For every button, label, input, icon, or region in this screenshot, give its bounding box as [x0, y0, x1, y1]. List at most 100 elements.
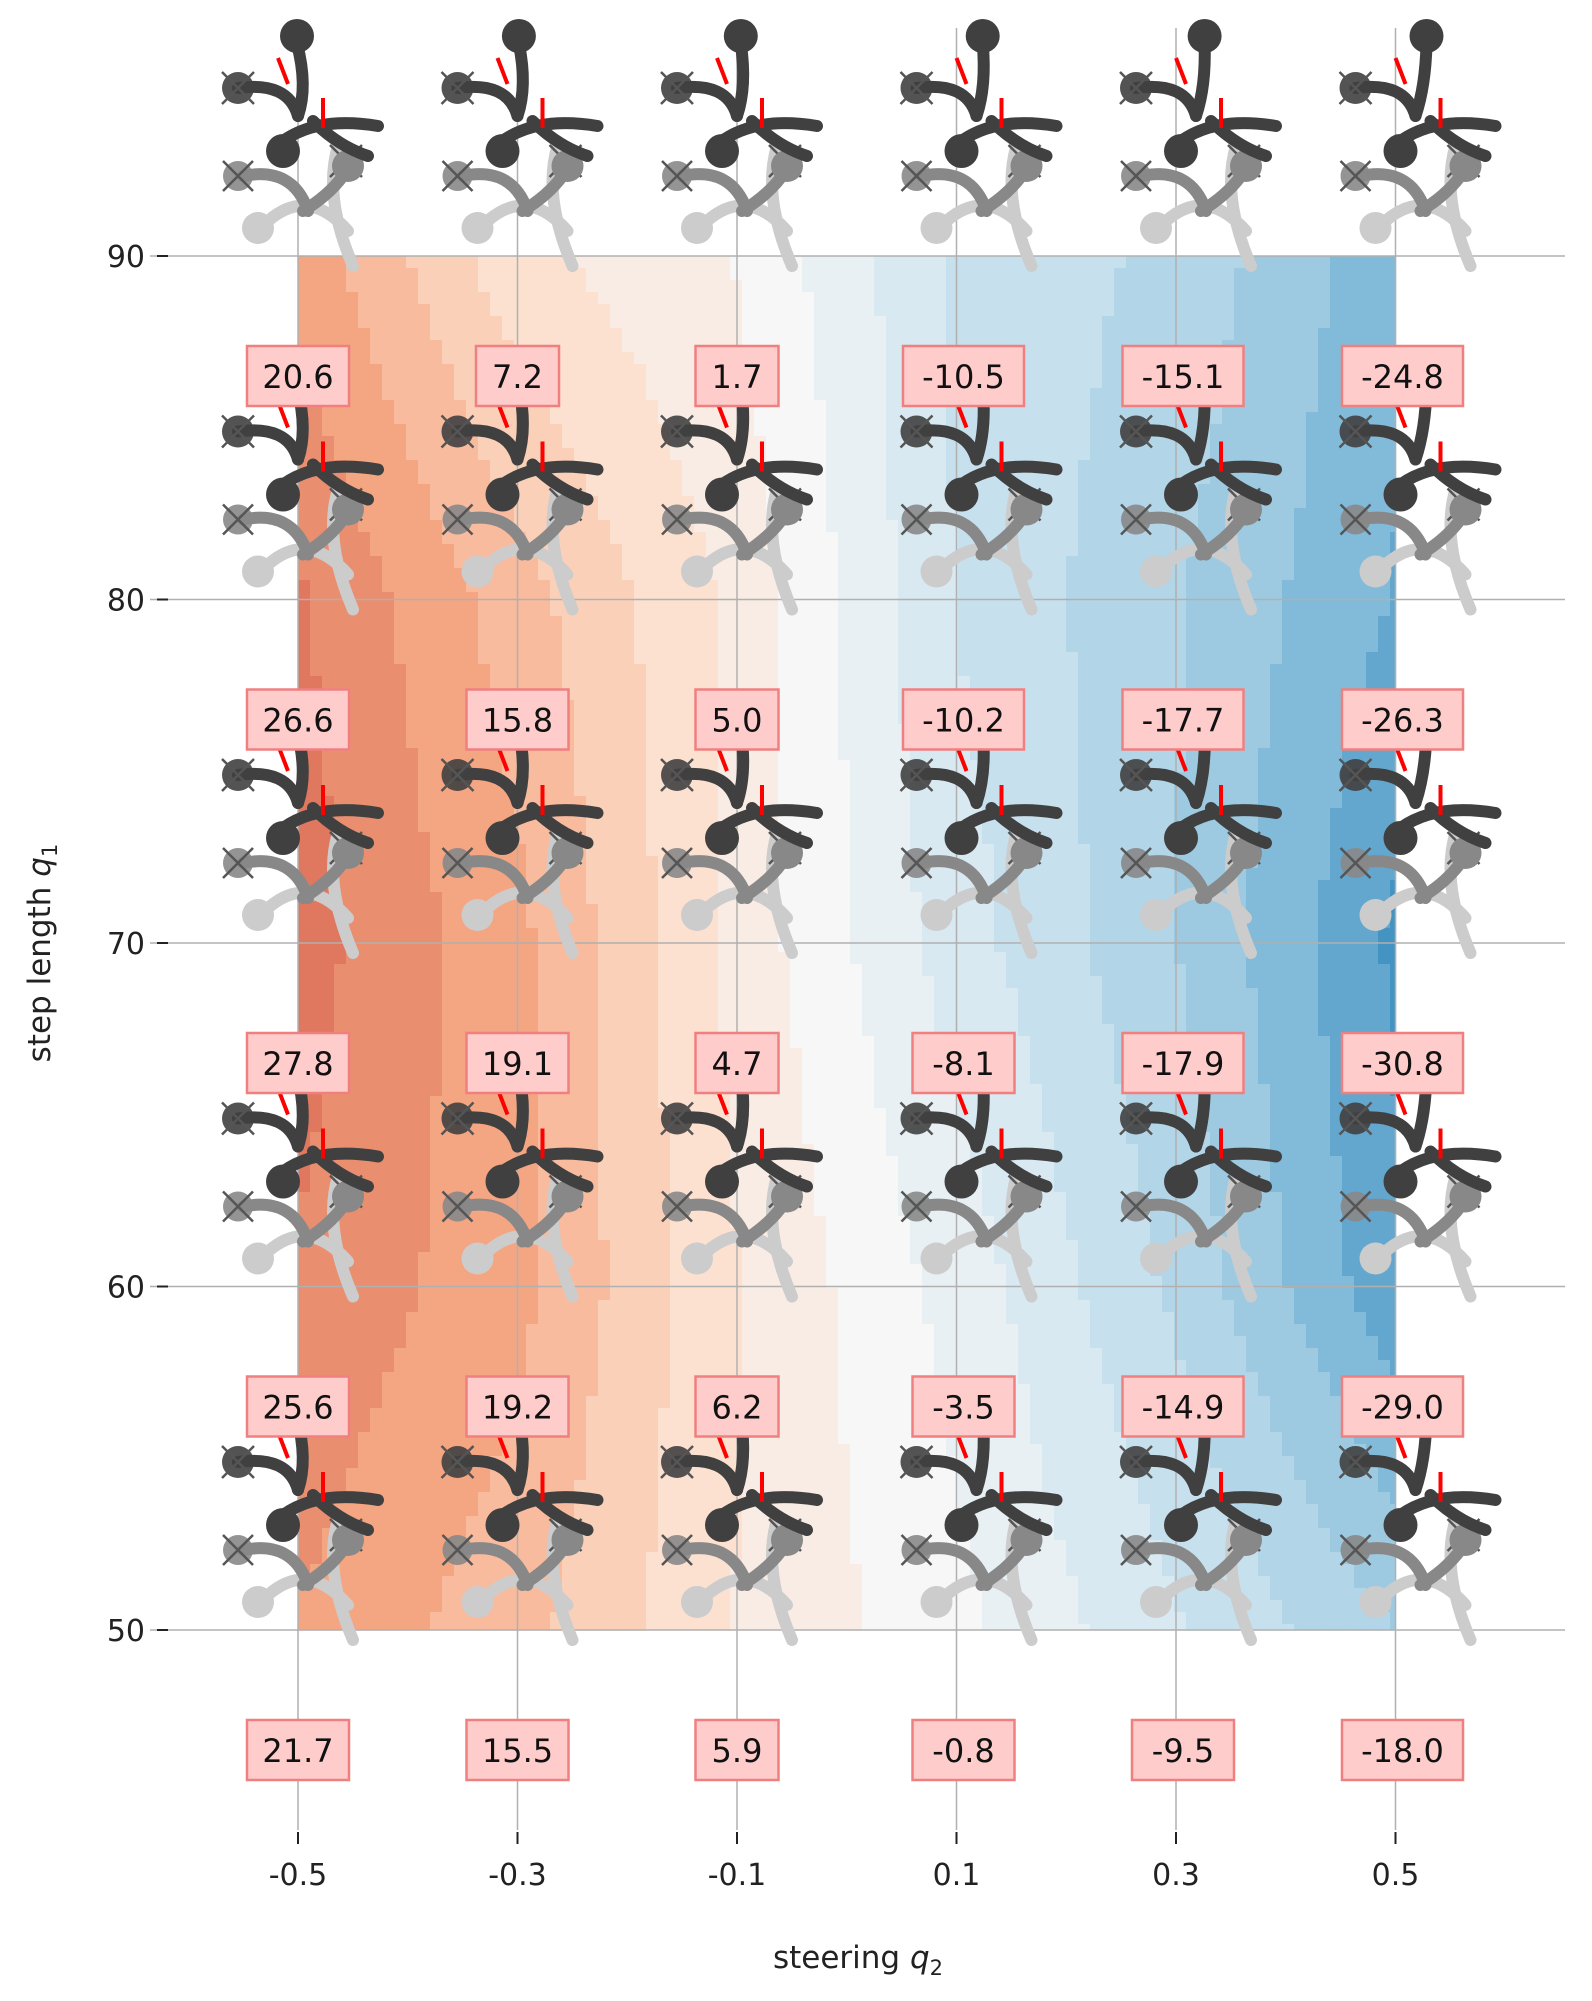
heatmap-cell — [502, 316, 515, 329]
heatmap-cell — [1246, 688, 1259, 701]
heatmap-cell — [1078, 628, 1091, 641]
heatmap-cell — [814, 832, 827, 845]
heatmap-cell — [322, 616, 335, 629]
heatmap-cell — [586, 880, 599, 893]
heatmap-cell — [598, 364, 611, 377]
heatmap-cell — [1030, 688, 1043, 701]
heatmap-cell — [826, 496, 839, 509]
heatmap-cell — [1126, 472, 1139, 485]
heatmap-cell — [706, 640, 719, 653]
heatmap-cell — [970, 856, 983, 869]
heatmap-cell — [1042, 532, 1055, 545]
heatmap-cell — [466, 280, 479, 293]
heatmap-cell — [1114, 676, 1127, 689]
heatmap-cell — [1246, 628, 1259, 641]
heatmap-cell — [1210, 628, 1223, 641]
heatmap-cell — [382, 688, 395, 701]
heatmap-cell — [910, 472, 923, 485]
heatmap-cell — [1150, 640, 1163, 653]
heatmap-cell — [742, 496, 755, 509]
heatmap-cell — [310, 760, 323, 773]
heatmap-cell — [754, 424, 767, 437]
heatmap-cell — [1090, 844, 1103, 857]
heatmap-cell — [1366, 664, 1379, 677]
heatmap-cell — [982, 640, 995, 653]
heatmap-cell — [1078, 400, 1091, 413]
heatmap-cell — [838, 592, 851, 605]
heatmap-cell — [634, 436, 647, 449]
heatmap-cell — [814, 568, 827, 581]
heatmap-cell — [1018, 652, 1031, 665]
heatmap-cell — [1390, 616, 1397, 629]
heatmap-cell — [850, 784, 863, 797]
heatmap-cell — [790, 316, 803, 329]
heatmap-cell — [1330, 412, 1343, 425]
heatmap-cell — [910, 556, 923, 569]
heatmap-cell — [1318, 544, 1331, 557]
heatmap-cell — [982, 508, 995, 521]
heatmap-cell — [682, 604, 695, 617]
heatmap-cell — [466, 448, 479, 461]
heatmap-cell — [502, 664, 515, 677]
heatmap-cell — [1078, 880, 1091, 893]
heatmap-cell — [1222, 784, 1235, 797]
heatmap-cell — [1138, 532, 1151, 545]
heatmap-cell — [1318, 892, 1331, 905]
heatmap-cell — [1210, 484, 1223, 497]
heatmap-cell — [1090, 724, 1103, 737]
heatmap-cell — [526, 292, 539, 305]
heatmap-cell — [1162, 664, 1175, 677]
heatmap-cell — [874, 664, 887, 677]
heatmap-cell — [862, 352, 875, 365]
heatmap-cell — [1390, 784, 1397, 797]
heatmap-cell — [1306, 616, 1319, 629]
heatmap-cell — [430, 568, 443, 581]
heatmap-cell — [370, 580, 383, 593]
heatmap-cell — [1342, 640, 1355, 653]
heatmap-cell — [970, 676, 983, 689]
heatmap-cell — [1378, 784, 1391, 797]
heatmap-cell — [862, 760, 875, 773]
heatmap-cell — [574, 388, 587, 401]
heatmap-cell — [922, 628, 935, 641]
heatmap-cell — [910, 820, 923, 833]
heatmap-cell — [1150, 328, 1163, 341]
heatmap-cell — [1318, 664, 1331, 677]
heatmap-cell — [634, 520, 647, 533]
heatmap-cell — [598, 316, 611, 329]
heatmap-cell — [1318, 676, 1331, 689]
heatmap-cell — [322, 304, 335, 317]
heatmap-cell — [958, 304, 971, 317]
heatmap-cell — [1282, 280, 1295, 293]
heatmap-cell — [610, 340, 623, 353]
heatmap-cell — [850, 676, 863, 689]
heatmap-cell — [358, 352, 371, 365]
heatmap-cell — [1342, 652, 1355, 665]
heatmap-cell — [370, 880, 383, 893]
heatmap-cell — [946, 412, 959, 425]
heatmap-cell — [694, 436, 707, 449]
heatmap-cell — [814, 604, 827, 617]
heatmap-cell — [358, 532, 371, 545]
heatmap-cell — [454, 388, 467, 401]
heatmap-cell — [1234, 292, 1247, 305]
heatmap-cell — [1282, 844, 1295, 857]
heatmap-cell — [394, 688, 407, 701]
heatmap-cell — [490, 304, 503, 317]
heatmap-cell — [490, 280, 503, 293]
heatmap-cell — [922, 484, 935, 497]
heatmap-cell — [682, 736, 695, 749]
heatmap-cell — [1006, 280, 1019, 293]
heatmap-cell — [982, 664, 995, 677]
heatmap-cell — [646, 340, 659, 353]
heatmap-cell — [454, 268, 467, 281]
heatmap-cell — [358, 580, 371, 593]
heatmap-cell — [1198, 580, 1211, 593]
heatmap-cell — [382, 328, 395, 341]
heatmap-cell — [994, 628, 1007, 641]
heatmap-cell — [850, 268, 863, 281]
heatmap-cell — [1270, 352, 1283, 365]
heatmap-cell — [1282, 268, 1295, 281]
heatmap-cell — [706, 652, 719, 665]
heatmap-cell — [934, 280, 947, 293]
